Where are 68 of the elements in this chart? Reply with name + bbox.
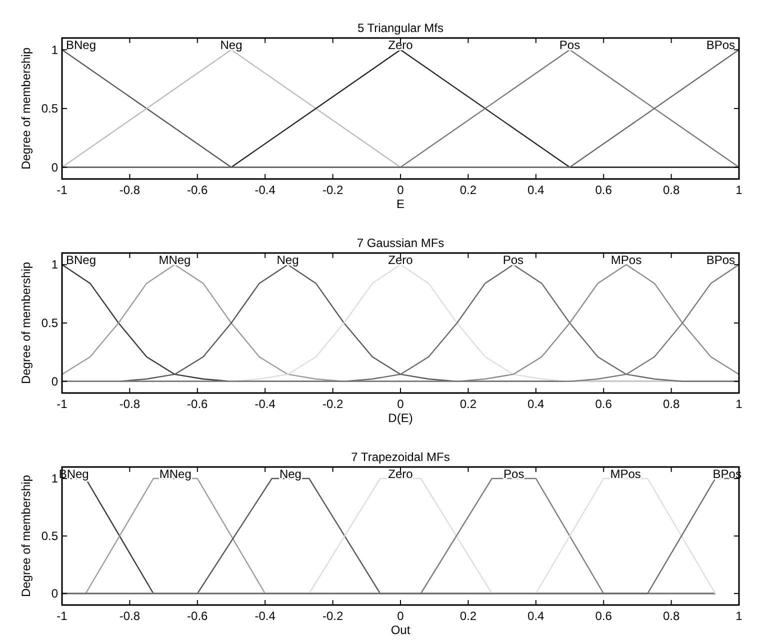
x-axis-title: E	[396, 197, 405, 211]
x-tick-label: 0.6	[595, 397, 612, 411]
series-label: BPos	[706, 38, 735, 52]
x-tick-label: 0.4	[528, 183, 545, 197]
x-tick-label: -0.4	[254, 183, 276, 197]
y-tick-label: 0	[51, 374, 58, 388]
x-tick-label: 0.8	[662, 397, 680, 411]
y-tick-label: 1	[51, 258, 58, 272]
x-tick-label: 0.2	[460, 183, 477, 197]
y-tick-label: 0	[51, 586, 58, 600]
series-label: MNeg	[158, 253, 191, 267]
series-label: Pos	[504, 467, 524, 481]
x-tick-label: -0.6	[187, 183, 208, 197]
series-label: Neg	[279, 467, 302, 481]
series-label: BPos	[706, 253, 735, 267]
x-tick-label: -0.2	[322, 183, 344, 197]
x-tick-label: 0.2	[460, 397, 477, 411]
series-label: Zero	[388, 38, 414, 52]
y-tick-label: 0.5	[41, 529, 58, 543]
chart-title: 7 Gaussian MFs	[356, 236, 444, 250]
x-tick-label: 1	[736, 609, 743, 623]
x-tick-label: 0.8	[662, 609, 680, 623]
y-axis-title: Degree of membership	[19, 262, 33, 384]
series-label: MNeg	[159, 467, 192, 481]
x-tick-label: 0.4	[528, 609, 545, 623]
y-tick-label: 1	[51, 472, 58, 486]
x-tick-label: -0.4	[254, 397, 276, 411]
chart-title: 5 Triangular Mfs	[357, 21, 444, 35]
x-tick-label: -0.6	[187, 397, 208, 411]
x-tick-label: -0.8	[119, 183, 140, 197]
series-label: Zero	[388, 253, 414, 267]
series-label: Pos	[502, 253, 524, 267]
x-tick-label: -0.2	[322, 397, 344, 411]
x-tick-label: 1	[736, 397, 743, 411]
x-tick-label: 0.8	[662, 183, 680, 197]
x-axis-title: Out	[390, 623, 411, 637]
x-tick-label: -0.8	[119, 609, 140, 623]
series-label: Pos	[559, 38, 580, 52]
y-tick-label: 1	[51, 42, 58, 57]
series-label: Neg	[276, 253, 299, 267]
series-label: Neg	[220, 38, 242, 52]
x-tick-label: 1	[736, 183, 743, 197]
x-tick-label: 0	[397, 397, 404, 411]
x-tick-label: -0.6	[187, 609, 208, 623]
series-label: BNeg	[66, 253, 96, 267]
x-tick-label: 0.6	[595, 609, 612, 623]
series-label: MPos	[610, 467, 641, 481]
x-tick-label: 0.6	[595, 183, 612, 197]
y-axis-title: Degree of membership	[19, 474, 33, 598]
x-tick-label: -0.8	[119, 397, 140, 411]
x-tick-label: -0.2	[322, 609, 344, 623]
y-tick-label: 0.5	[41, 316, 58, 330]
x-tick-label: 0	[397, 183, 404, 197]
x-tick-label: -1	[56, 183, 68, 197]
y-tick-label: 0	[51, 160, 58, 174]
series-label: BNeg	[66, 38, 96, 52]
x-tick-label: -1	[56, 609, 68, 623]
y-tick-label: 0.5	[41, 102, 58, 116]
x-axis-title: D(E)	[388, 411, 413, 425]
x-tick-label: -0.4	[254, 609, 276, 623]
chart-title: 7 Trapezoidal MFs	[351, 450, 450, 464]
x-tick-label: 0.4	[528, 397, 545, 411]
series-label: Zero	[388, 467, 414, 481]
y-axis-title: Degree of membership	[19, 47, 33, 170]
x-tick-label: -1	[56, 397, 68, 411]
x-tick-label: 0.2	[460, 609, 477, 623]
x-tick-label: 0	[397, 609, 404, 623]
series-label: MPos	[610, 253, 642, 267]
